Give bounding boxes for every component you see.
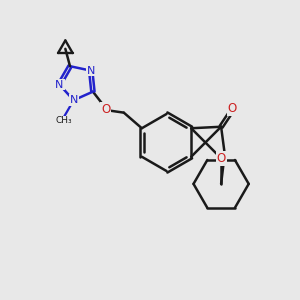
Text: CH₃: CH₃ bbox=[56, 116, 72, 125]
Text: N: N bbox=[86, 66, 95, 76]
Text: N: N bbox=[55, 80, 64, 89]
Text: O: O bbox=[228, 102, 237, 115]
Text: N: N bbox=[69, 95, 78, 105]
Text: O: O bbox=[101, 103, 110, 116]
Text: O: O bbox=[217, 152, 226, 165]
